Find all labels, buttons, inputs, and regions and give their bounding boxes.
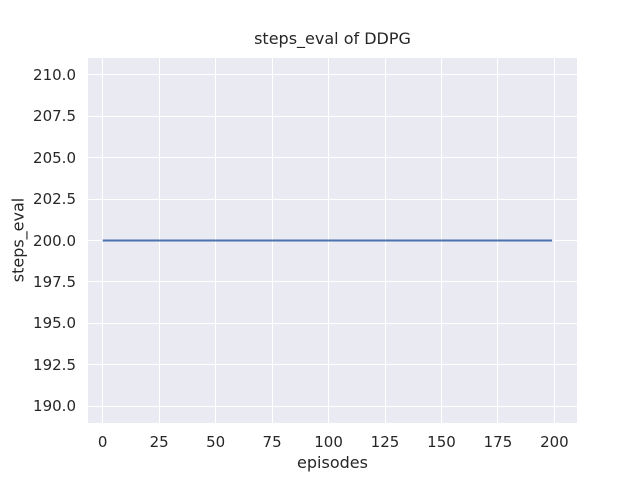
gridline-horizontal [88,115,577,117]
x-tick-label: 175 [483,433,513,451]
y-tick-label: 200.0 [33,231,76,250]
x-tick-label: 150 [427,433,456,451]
chart-title: steps_eval of DDPG [254,29,411,48]
x-tick-label: 25 [149,433,169,451]
x-tick-label: 50 [206,433,226,451]
x-tick-label: 0 [97,433,108,451]
y-tick-label: 205.0 [33,148,76,167]
y-tick-label: 190.0 [33,397,76,416]
plot-area [88,58,577,423]
gridline-horizontal [88,405,577,407]
gridline-horizontal [88,364,577,366]
x-tick-label: 75 [262,433,282,451]
gridline-horizontal [88,198,577,200]
gridline-horizontal [88,322,577,324]
y-tick-label: 197.5 [33,272,76,291]
x-tick-label: 100 [314,433,343,451]
x-tick-label: 125 [370,433,400,451]
gridline-horizontal [88,281,577,283]
gridline-horizontal [88,74,577,76]
x-tick-label: 200 [540,433,569,451]
x-axis-label: episodes [297,453,368,472]
y-tick-label: 202.5 [33,190,76,209]
series-layer [102,239,553,242]
y-tick-label: 210.0 [33,65,76,84]
gridline-horizontal [88,157,577,159]
y-tick-label: 195.0 [33,314,76,333]
y-tick-label: 207.5 [33,107,76,126]
y-tick-label: 192.5 [33,355,76,374]
